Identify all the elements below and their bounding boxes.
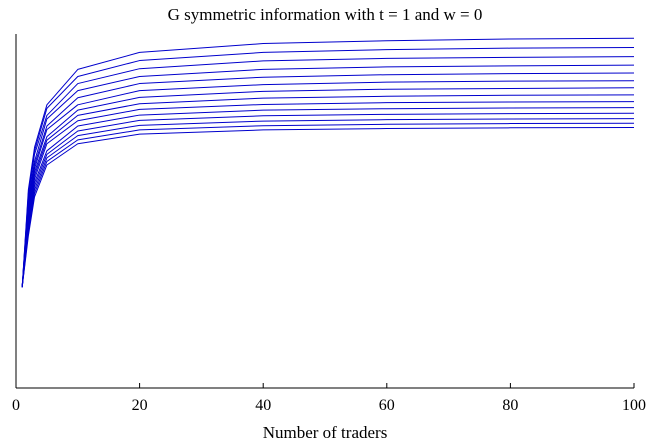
series-line-11 (21, 112, 635, 288)
axes (15, 34, 634, 389)
series-line-8 (21, 94, 635, 288)
series-line-5 (21, 72, 635, 288)
x-tick-label: 100 (622, 397, 646, 414)
x-tick-label: 40 (255, 397, 271, 414)
series-line-12 (21, 118, 635, 288)
series-line-2 (21, 46, 635, 288)
series-group (21, 37, 635, 288)
series-line-10 (21, 107, 635, 288)
series-line-4 (21, 64, 635, 288)
series-line-14 (21, 126, 635, 288)
series-line-6 (21, 80, 635, 288)
x-tick-label: 20 (132, 397, 148, 414)
series-line-13 (21, 122, 635, 288)
series-line-7 (21, 87, 635, 288)
x-ticks: 0 20 40 60 80 100 (12, 383, 646, 414)
x-axis-label: Number of traders (263, 423, 388, 442)
series-line-1 (21, 37, 635, 288)
series-line-9 (21, 101, 635, 288)
series-line-3 (21, 56, 635, 288)
x-tick-label: 60 (379, 397, 395, 414)
x-tick-label: 80 (502, 397, 518, 414)
chart-title: G symmetric information with t = 1 and w… (168, 5, 483, 24)
x-tick-label: 0 (12, 397, 20, 414)
